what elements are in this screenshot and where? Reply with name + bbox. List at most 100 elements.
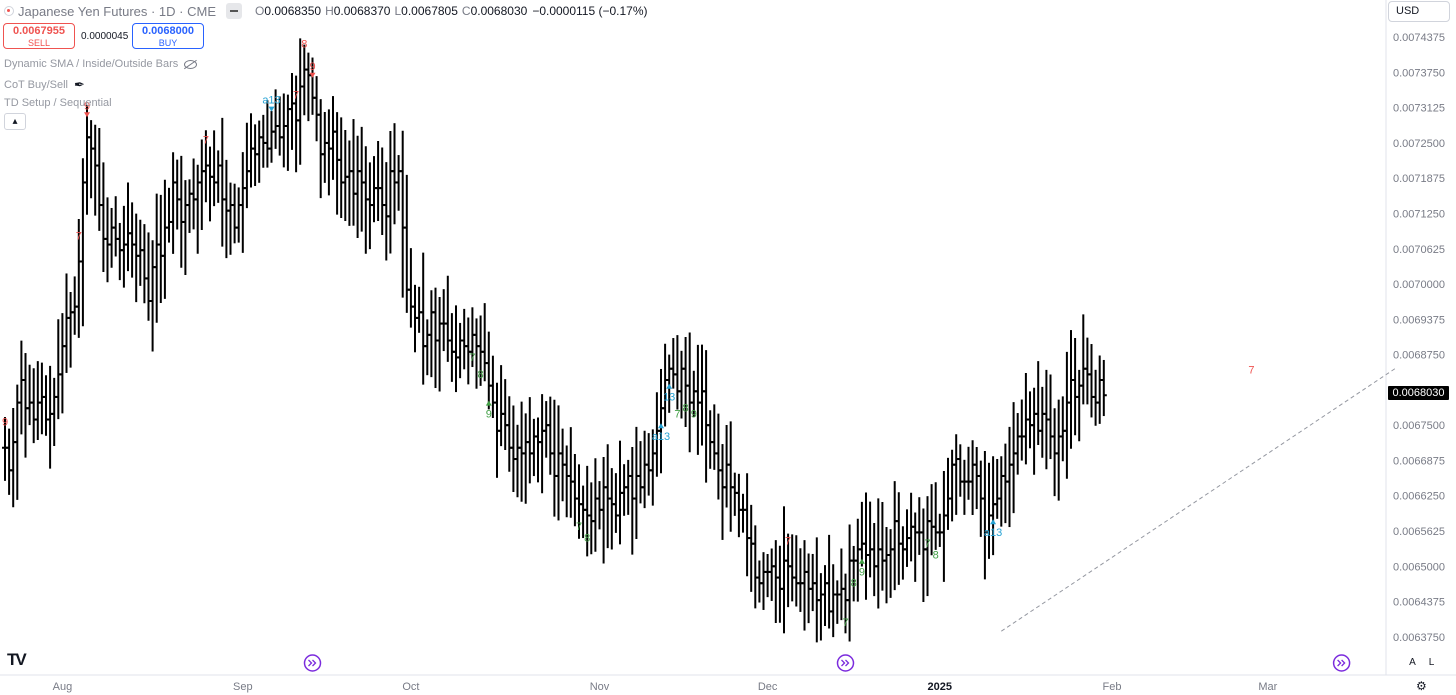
ohlc-bar	[530, 418, 537, 477]
gear-icon[interactable]: ⚙	[1416, 679, 1427, 693]
ohlc-bar	[871, 522, 878, 597]
ohlc-bar	[129, 202, 136, 278]
price-axis-tick: 0.0073125	[1393, 103, 1445, 115]
ohlc-bar	[1039, 386, 1046, 458]
time-axis-label: Feb	[1103, 681, 1122, 693]
td-count-label: a13	[262, 95, 280, 107]
ohlc-bar	[22, 353, 29, 458]
collapse-legend-button[interactable]	[226, 3, 242, 19]
ohlc-bar	[420, 252, 427, 385]
ohlc-bar	[1031, 387, 1038, 475]
ohlc-bar	[571, 453, 578, 527]
arrow-up-icon	[666, 383, 673, 389]
ohlc-bar	[153, 193, 160, 323]
ohlc-bar	[342, 129, 349, 222]
ohlc-bar	[596, 481, 603, 530]
ohlc-bar	[260, 114, 267, 168]
ohlc-bar	[223, 159, 230, 259]
ohlc-bar	[432, 287, 439, 389]
ohlc-bar	[313, 76, 320, 142]
market-status-icon	[4, 6, 14, 16]
ohlc-bar	[510, 405, 517, 493]
trendline[interactable]	[1001, 368, 1396, 632]
ohlc-bar	[723, 425, 730, 508]
price-axis-tick: 0.0071250	[1393, 209, 1445, 221]
ohlc-bar	[863, 492, 869, 600]
td-count-label: 7	[785, 535, 791, 547]
price-change: −0.0000115 (−0.17%)	[532, 4, 648, 18]
price-axis-tick: 0.0072500	[1393, 138, 1445, 150]
ohlc-bar	[838, 548, 845, 621]
symbol-title[interactable]: Japanese Yen Futures · 1D · CME	[18, 3, 216, 19]
ohlc-bar	[227, 182, 234, 255]
arrow-down-icon	[309, 72, 316, 78]
ohlc-bar	[641, 430, 648, 509]
ohlc-bar	[953, 434, 960, 515]
ohlc-bar	[289, 73, 295, 150]
ohlc-bar	[116, 222, 123, 281]
arrow-down-icon	[84, 112, 90, 118]
event-marker-icon[interactable]	[1332, 654, 1351, 672]
ohlc-close-label: C	[461, 4, 471, 18]
ohlc-bar	[387, 130, 394, 254]
ohlc-bar	[219, 117, 226, 247]
indicator-cot[interactable]: CoT Buy/Sell ✒	[4, 77, 85, 93]
ohlc-bar	[670, 338, 677, 389]
ohlc-bar	[1096, 355, 1103, 424]
price-axis-tick: 0.0065000	[1393, 561, 1445, 573]
ohlc-bar	[190, 158, 197, 230]
currency-selector[interactable]: USD	[1388, 1, 1450, 22]
ohlc-bar	[43, 375, 49, 436]
chevron-up-icon[interactable]: ▴	[4, 113, 26, 130]
indicator-td-setup[interactable]: TD Setup / Sequential	[4, 97, 112, 109]
event-chevron-icon	[841, 659, 850, 667]
ohlc-bar	[125, 182, 131, 272]
arrow-up-icon	[990, 519, 997, 525]
ohlc-bar	[239, 152, 246, 253]
ohlc-bar	[1051, 408, 1058, 497]
ohlc-bar	[936, 513, 943, 547]
ohlc-bar	[38, 362, 45, 435]
event-marker-icon[interactable]	[303, 654, 322, 672]
ohlc-bar	[891, 481, 898, 591]
ohlc-bar	[699, 344, 705, 446]
ohlc-bar	[797, 548, 804, 612]
indicator-dynamic-sma[interactable]: Dynamic SMA / Inside/Outside Bars	[4, 58, 198, 70]
ohlc-bar	[625, 459, 632, 515]
indicator-name: Dynamic SMA / Inside/Outside Bars	[4, 58, 179, 70]
time-axis-label: Nov	[590, 681, 610, 693]
ohlc-bar	[826, 534, 833, 629]
ohlc-bar	[10, 407, 17, 508]
time-axis-label: Oct	[402, 681, 419, 693]
symbol-title-group[interactable]: Japanese Yen Futures · 1D · CME	[4, 4, 216, 19]
ohlc-bar	[1014, 413, 1021, 475]
ohlc-bar	[264, 100, 271, 168]
auto-scale-button[interactable]: A	[1409, 657, 1416, 668]
ohlc-bar	[256, 120, 263, 183]
sell-button[interactable]: 0.0067955 SELL	[3, 23, 75, 49]
ohlc-bar	[768, 548, 775, 601]
ohlc-bar	[899, 526, 906, 580]
arrow-up-icon	[485, 400, 492, 406]
ohlc-bar	[448, 313, 455, 382]
ohlc-high-value: 0.0068370	[333, 4, 391, 18]
ohlc-bar	[399, 130, 406, 298]
time-axis-label: Sep	[233, 681, 253, 693]
event-marker-icon[interactable]	[836, 654, 855, 672]
buy-button[interactable]: 0.0068000 BUY	[132, 23, 204, 49]
ohlc-bar	[1059, 396, 1066, 462]
feather-icon[interactable]: ✒	[74, 77, 85, 92]
ohlc-bar	[231, 183, 238, 244]
ohlc-bar	[498, 365, 505, 447]
ohlc-bar	[1076, 369, 1083, 442]
ohlc-bar	[416, 286, 423, 333]
eye-off-icon[interactable]	[184, 59, 198, 69]
tradingview-logo-icon[interactable]: TV	[7, 650, 27, 669]
ohlc-bar	[735, 473, 742, 538]
td-count-label: 7	[576, 521, 582, 533]
ohlc-bar	[1035, 361, 1042, 445]
ohlc-bar	[30, 368, 37, 444]
ohlc-bar	[137, 219, 144, 286]
log-scale-button[interactable]: L	[1428, 657, 1435, 668]
